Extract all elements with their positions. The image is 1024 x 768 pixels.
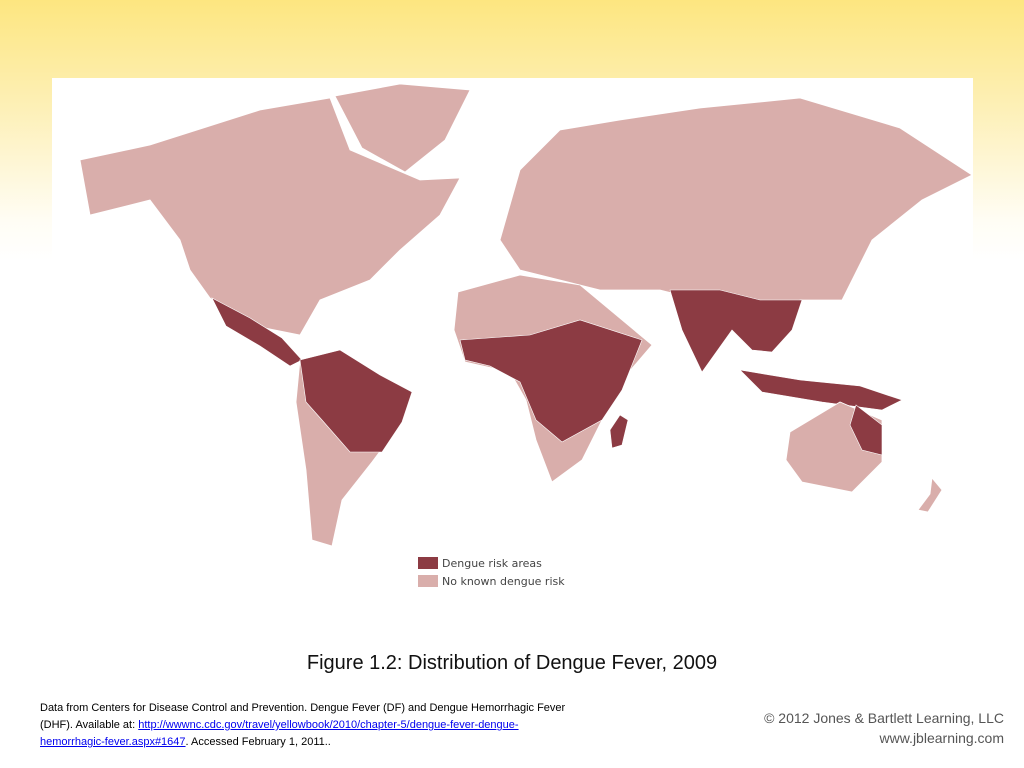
eurasia <box>499 97 973 331</box>
south-asia-risk <box>669 289 803 373</box>
africa-risk <box>459 319 643 443</box>
land <box>79 83 973 547</box>
madagascar <box>609 414 629 449</box>
legend-swatch-none <box>418 575 438 587</box>
new-zealand <box>917 477 943 513</box>
legend-label: Dengue risk areas <box>442 557 542 570</box>
north-america <box>79 97 461 336</box>
south-america-risk <box>299 349 413 453</box>
figure-caption: Figure 1.2: Distribution of Dengue Fever… <box>306 652 718 674</box>
legend-swatch-risk <box>418 557 438 569</box>
australia-risk <box>849 404 883 456</box>
copyright-line: © 2012 Jones & Bartlett Learning, LLC <box>764 710 1004 726</box>
world-map: Dengue risk areas No known dengue risk <box>79 83 973 588</box>
website: www.jblearning.com <box>879 730 1005 746</box>
central-america <box>211 297 303 367</box>
legend-label: No known dengue risk <box>442 575 565 588</box>
source-suffix: . Accessed February 1, 2011.. <box>185 736 331 748</box>
copyright: © 2012 Jones & Bartlett Learning, LLC ww… <box>764 708 1004 748</box>
indonesia-risk <box>739 369 903 411</box>
map-figure: Dengue risk areas No known dengue risk <box>52 78 973 600</box>
source-link[interactable]: http://wwwnc.cdc.gov/travel/yellowbook/2… <box>40 719 519 748</box>
source-text: Data from Centers for Disease Control an… <box>40 702 566 731</box>
greenland <box>334 83 471 173</box>
source-note: Data from Centers for Disease Control an… <box>40 700 580 751</box>
